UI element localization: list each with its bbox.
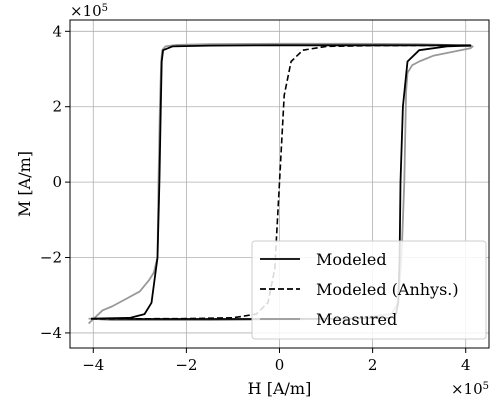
y-scale-multiplier: ×10 <box>70 2 102 20</box>
y-tick-label: 2 <box>52 98 62 116</box>
x-tick-label: 0 <box>275 356 285 374</box>
x-scale-multiplier: ×10 <box>451 380 483 398</box>
x-scale-label: ×105 <box>451 380 489 398</box>
x-scale-exponent: 5 <box>483 381 489 392</box>
x-axis-label: H [A/m] <box>248 379 312 398</box>
legend: Modeled Modeled (Anhys.) Measured <box>251 240 487 340</box>
y-tick-label: 4 <box>52 22 62 40</box>
y-ticks: −4 −2 0 2 4 <box>40 22 70 342</box>
y-tick-label: −4 <box>40 324 62 342</box>
y-scale-exponent: 5 <box>102 3 108 14</box>
legend-box <box>251 240 487 340</box>
legend-label-modeled-anhys: Modeled (Anhys.) <box>316 280 459 299</box>
y-axis-label: M [A/m] <box>15 151 34 217</box>
y-scale-label: ×105 <box>70 2 108 20</box>
legend-label-measured: Measured <box>316 310 397 329</box>
y-tick-label: −2 <box>40 249 62 267</box>
x-tick-label: −2 <box>175 356 197 374</box>
x-ticks: −4 −2 0 2 4 <box>82 348 470 374</box>
x-tick-label: −4 <box>82 356 104 374</box>
series-line-modeled-anhys <box>90 44 471 320</box>
legend-label-modeled: Modeled <box>316 250 387 269</box>
x-tick-label: 4 <box>461 356 471 374</box>
y-tick-label: 0 <box>52 173 62 191</box>
x-tick-label: 2 <box>368 356 378 374</box>
